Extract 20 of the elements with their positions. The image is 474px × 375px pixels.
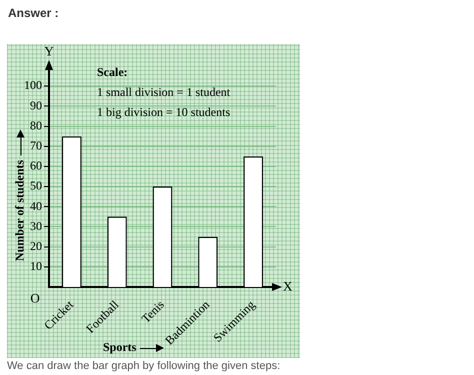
- annotation: 1 small division = 1 student: [97, 85, 231, 100]
- y-tick-label: 20: [30, 238, 42, 253]
- y-tick-label: 80: [30, 118, 42, 132]
- y-tick-label: 90: [30, 98, 42, 112]
- annotation: 1 big division = 10 students: [97, 105, 230, 120]
- y-tick-label: 50: [30, 178, 42, 193]
- x-axis-title: Sports: [103, 340, 136, 354]
- y-tick-label: 40: [30, 198, 42, 213]
- y-tick-label: 30: [30, 218, 42, 233]
- y-tick-label: 10: [30, 259, 42, 274]
- text: X: [283, 278, 293, 294]
- y-axis-title: Number of students: [12, 160, 26, 262]
- y-tick-label: 70: [30, 138, 42, 153]
- y-tick-label: 60: [30, 158, 42, 173]
- text: We can draw the bar graph by following the given steps:: [7, 360, 280, 372]
- annotation: Scale:: [97, 65, 128, 80]
- text: Y: [44, 43, 54, 58]
- y-tick-label: 100: [24, 78, 42, 92]
- text: O: [30, 290, 40, 306]
- chart-title: Answer :: [8, 6, 59, 20]
